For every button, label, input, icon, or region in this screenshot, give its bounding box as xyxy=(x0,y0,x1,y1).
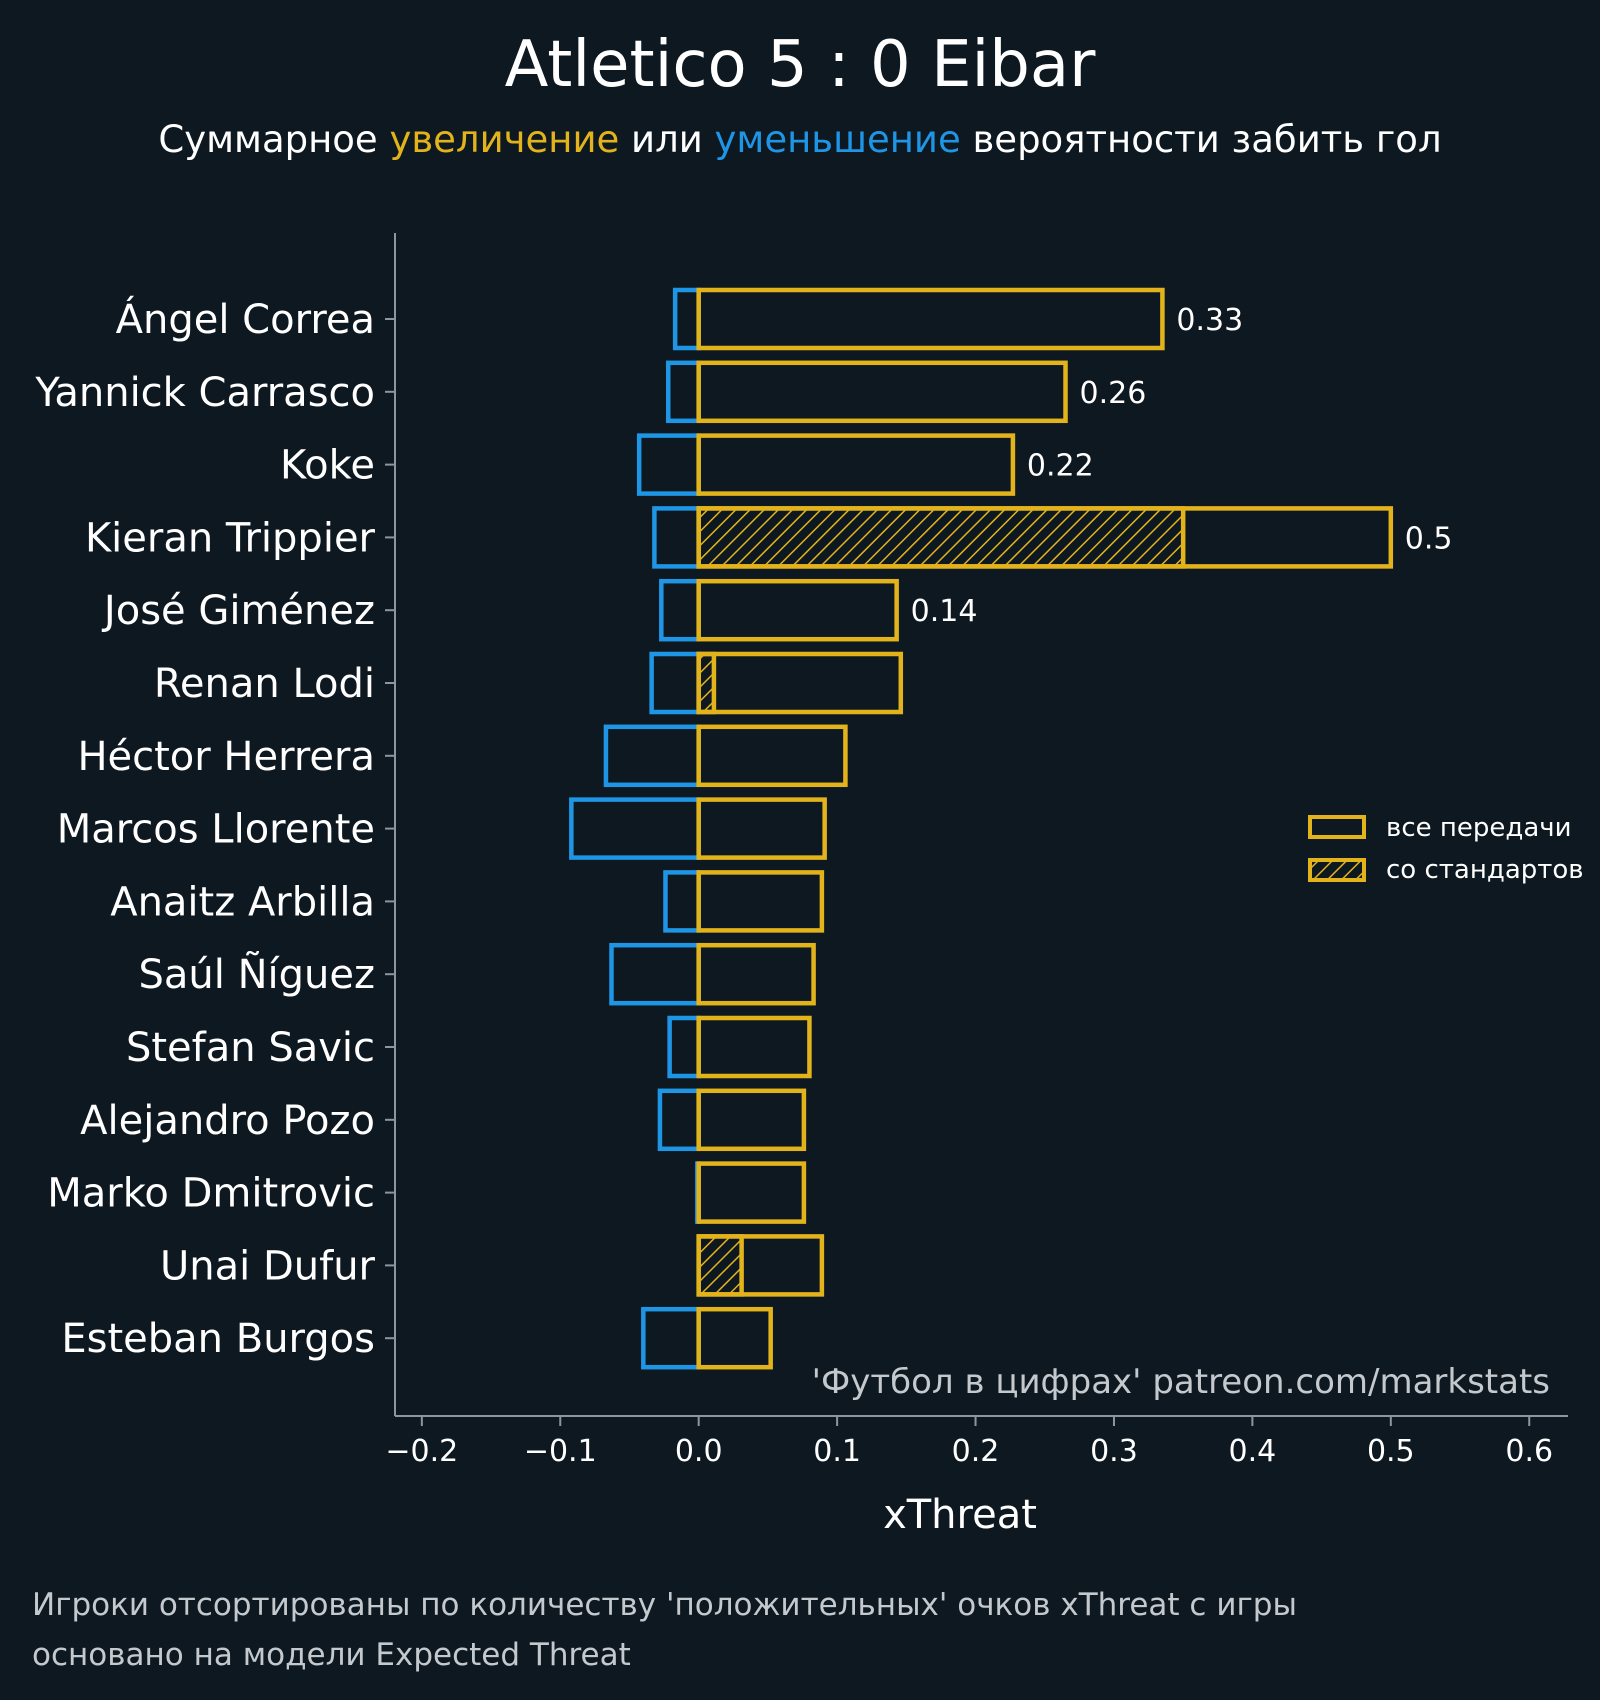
bar-all-passes-renan-lodi xyxy=(696,651,904,715)
x-tick-label-6: 0.4 xyxy=(1229,1434,1277,1469)
subtitle-part2: или xyxy=(619,118,714,161)
bar-all-passes-alejandro-pozo xyxy=(696,1088,807,1152)
bar-all-passes-marcos-llorente xyxy=(696,797,827,860)
bar-all-passes-anaitz-arbilla xyxy=(696,870,825,933)
subtitle-decrease-word: уменьшение xyxy=(715,118,961,161)
value-label--ngel-correa: 0.33 xyxy=(1176,303,1243,338)
y-tick-label-yannick-carrasco: Yannick Carrasco xyxy=(34,370,375,416)
legend-label-all-passes: все передачи xyxy=(1386,813,1572,843)
y-tick-label-marcos-llorente: Marcos Llorente xyxy=(57,807,375,853)
bar-all-passes-esteban-burgos xyxy=(696,1306,773,1370)
value-label-koke: 0.22 xyxy=(1027,449,1094,484)
y-tick-label-jos-gim-nez: José Giménez xyxy=(101,588,375,634)
footer-note-1: Игроки отсортированы по количеству 'поло… xyxy=(32,1587,1297,1623)
x-tick-label-2: 0.0 xyxy=(675,1434,723,1469)
x-axis-ticks: −0.2 −0.1 0.0 0.1 0.2 0.3 0.4 0.5 0.6 xyxy=(385,1416,1553,1469)
y-tick-label-anaitz-arbilla: Anaitz Arbilla xyxy=(110,879,375,925)
x-tick-label-5: 0.3 xyxy=(1090,1434,1138,1469)
bar-set-pieces-kieran-trippier xyxy=(696,506,1186,569)
bar-all-passes-unai-dufur xyxy=(696,1234,825,1297)
y-tick-label--ngel-correa: Ángel Correa xyxy=(116,295,375,343)
y-tick-label-renan-lodi: Renan Lodi xyxy=(154,661,375,707)
y-tick-label-kieran-trippier: Kieran Trippier xyxy=(85,515,376,561)
bar-all-passes-marko-dmitrovic xyxy=(696,1161,807,1224)
y-tick-label-unai-dufur: Unai Dufur xyxy=(160,1243,376,1289)
value-label-yannick-carrasco: 0.26 xyxy=(1080,376,1147,411)
x-tick-label-0: −0.2 xyxy=(385,1434,458,1469)
x-tick-label-8: 0.6 xyxy=(1505,1434,1553,1469)
legend-label-set-pieces: со стандартов xyxy=(1386,855,1584,885)
bar-all-passes-koke xyxy=(696,433,1016,496)
y-tick-label-koke: Koke xyxy=(280,443,375,489)
x-tick-label-4: 0.2 xyxy=(952,1434,1000,1469)
subtitle-increase-word: увеличение xyxy=(389,118,619,161)
y-tick-label-stefan-savic: Stefan Savic xyxy=(126,1025,375,1071)
subtitle-part1: Суммарное xyxy=(158,118,389,161)
legend-swatch-all-passes xyxy=(1308,815,1366,839)
value-label-jos-gim-nez: 0.14 xyxy=(911,594,978,629)
y-axis-ticks: Ángel Correa Yannick Carrasco Koke Kieran T… xyxy=(34,295,395,1362)
bar-all-passes--ngel-correa xyxy=(696,287,1165,351)
bar-set-pieces-renan-lodi xyxy=(696,651,717,715)
y-tick-label-marko-dmitrovic: Marko Dmitrovic xyxy=(47,1171,375,1217)
bar-all-passes-yannick-carrasco xyxy=(696,360,1068,424)
value-label-kieran-trippier: 0.5 xyxy=(1405,521,1453,556)
bar-all-passes-jos-gim-nez xyxy=(696,578,899,642)
bar-set-pieces-unai-dufur xyxy=(696,1234,744,1297)
x-axis-label: xThreat xyxy=(883,1492,1037,1538)
bar-all-passes-stefan-savic xyxy=(696,1015,812,1079)
chart-title: Atletico 5 : 0 Eibar xyxy=(505,28,1097,102)
footer-note-2: основано на модели Expected Threat xyxy=(32,1637,631,1673)
x-tick-label-1: −0.1 xyxy=(524,1434,597,1469)
y-tick-label-esteban-burgos: Esteban Burgos xyxy=(61,1316,375,1362)
bar-all-passes-h-ctor-herrera xyxy=(696,724,848,788)
bar-all-passes-kieran-trippier xyxy=(696,506,1394,569)
y-tick-label-sa-l-guez: Saúl Ñíguez xyxy=(139,950,375,998)
chart-subtitle: Суммарное увеличение или уменьшение веро… xyxy=(158,118,1441,161)
plot-area: 0.33 0.26 0.22 0.5 0.14 xyxy=(569,287,1453,1370)
subtitle-part3: вероятности забить гол xyxy=(961,118,1442,161)
legend: все передачи со стандартов xyxy=(1308,813,1584,885)
legend-swatch-set-pieces xyxy=(1308,858,1366,882)
watermark: 'Футбол в цифрах' patreon.com/markstats xyxy=(812,1362,1550,1402)
y-tick-label-h-ctor-herrera: Héctor Herrera xyxy=(77,734,375,780)
x-tick-label-7: 0.5 xyxy=(1367,1434,1415,1469)
x-tick-label-3: 0.1 xyxy=(813,1434,861,1469)
bar-all-passes-sa-l-guez xyxy=(696,942,816,1006)
y-tick-label-alejandro-pozo: Alejandro Pozo xyxy=(80,1098,375,1144)
